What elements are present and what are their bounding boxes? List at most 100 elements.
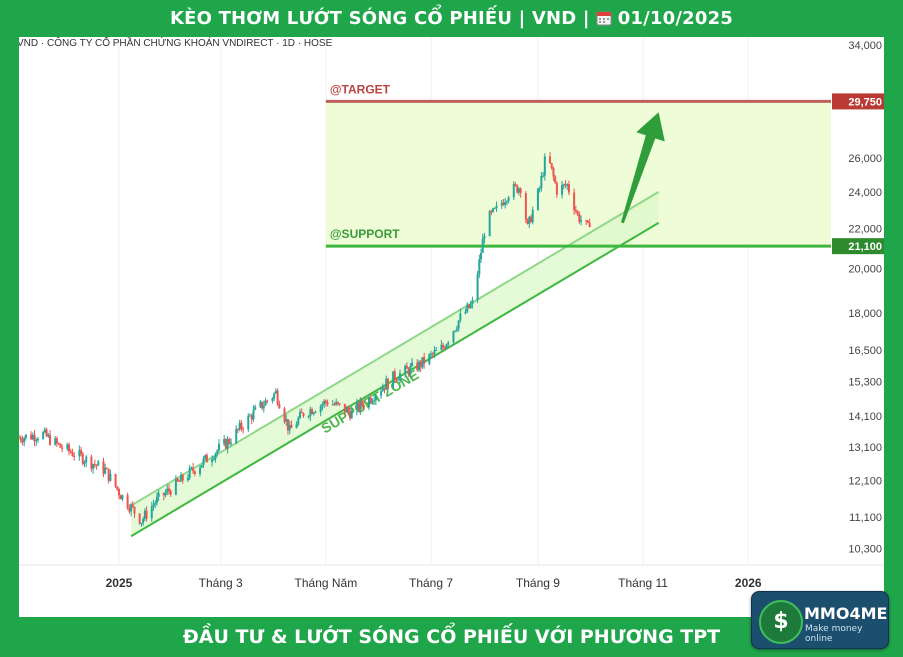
candle-body (271, 398, 274, 401)
candle (83, 460, 86, 468)
candle (578, 211, 581, 224)
logo-tagline: Make money online (805, 624, 863, 644)
candle-body (580, 220, 583, 222)
candle-body (250, 415, 253, 420)
chart-area[interactable]: SUPPORT ZONE @TARGET @SUPPORT VND · CÔNG TY… (19, 37, 884, 595)
candle (452, 330, 455, 346)
candle (417, 359, 420, 373)
candle-body (314, 412, 317, 414)
candle-body (397, 379, 400, 381)
candle-body (211, 459, 214, 463)
candle (238, 419, 241, 432)
candle-body (116, 486, 119, 490)
candle (385, 375, 388, 390)
candle (259, 400, 262, 409)
candle-body (223, 439, 226, 444)
candle-body (471, 300, 474, 305)
x-tick-label: Tháng 11 (618, 576, 668, 590)
candle (131, 501, 134, 509)
candle (119, 494, 122, 500)
candle-body (455, 328, 458, 331)
candle-body (105, 468, 108, 470)
candle-body (167, 488, 170, 492)
candle-body (152, 504, 155, 507)
candle (223, 435, 226, 447)
candle (490, 209, 493, 216)
candle-body (285, 419, 288, 422)
candle (307, 414, 310, 419)
candle (249, 413, 252, 417)
candle (262, 400, 265, 413)
candle (224, 438, 227, 450)
candle (57, 442, 60, 445)
candle (190, 466, 193, 470)
candle (428, 353, 431, 366)
candle-body (381, 387, 384, 392)
candle (430, 350, 433, 359)
candle-body (350, 410, 353, 419)
candle-body (252, 409, 255, 420)
candle (393, 368, 396, 383)
candle (162, 492, 165, 501)
candle-body (469, 304, 472, 309)
candle-body (374, 395, 377, 401)
y-tick-label: 18,000 (848, 308, 882, 320)
candle-body (538, 188, 541, 190)
candle (543, 153, 546, 181)
candle (373, 395, 376, 404)
candle-body (573, 192, 576, 211)
candle-body (554, 176, 557, 183)
candle (585, 219, 588, 226)
candle (23, 436, 26, 447)
candle (71, 448, 74, 457)
candle (188, 464, 191, 480)
candle-body (373, 400, 376, 402)
candle (507, 195, 510, 204)
candle (480, 248, 483, 263)
candle-body (266, 400, 269, 402)
candle-body (345, 407, 348, 413)
candle-body (530, 216, 533, 223)
candle (169, 489, 172, 497)
candle-body (67, 444, 70, 452)
candle-body (174, 478, 177, 495)
y-axis: 34,000 26,000 24,000 22,000 20,000 18,000 16,5… (848, 40, 882, 555)
y-tick-label: 10,300 (848, 543, 882, 555)
candle (371, 398, 374, 404)
candle-body (507, 197, 510, 202)
candle (542, 171, 545, 178)
x-tick-label: Tháng 3 (199, 576, 243, 590)
candle (19, 435, 22, 444)
support-price-badge: 21,100 (832, 238, 884, 255)
candle-body (488, 211, 491, 237)
candle-body (347, 407, 350, 412)
candle (140, 522, 143, 527)
candle (247, 413, 250, 433)
candle (555, 181, 558, 198)
candle (335, 398, 338, 406)
candle-body (562, 184, 565, 186)
candle (283, 406, 286, 424)
candle (176, 477, 179, 483)
candle (548, 151, 551, 164)
candle-body (276, 390, 279, 404)
x-tick-label: Tháng Năm (295, 576, 358, 590)
candle-body (274, 390, 277, 394)
candle-body (416, 362, 419, 371)
candle (90, 454, 93, 472)
candle-body (216, 450, 219, 454)
candle (299, 408, 302, 419)
y-tick-label: 16,500 (848, 345, 882, 357)
candle (157, 489, 160, 502)
candle-body (295, 424, 298, 429)
candle (31, 432, 34, 441)
candle (321, 401, 324, 411)
candle-body (519, 188, 522, 193)
candle (457, 320, 460, 332)
candle-body (290, 425, 293, 429)
candle (383, 387, 386, 394)
up-arrow-icon (621, 112, 665, 224)
y-tick-label: 20,000 (848, 264, 882, 276)
candle-body (117, 489, 120, 496)
